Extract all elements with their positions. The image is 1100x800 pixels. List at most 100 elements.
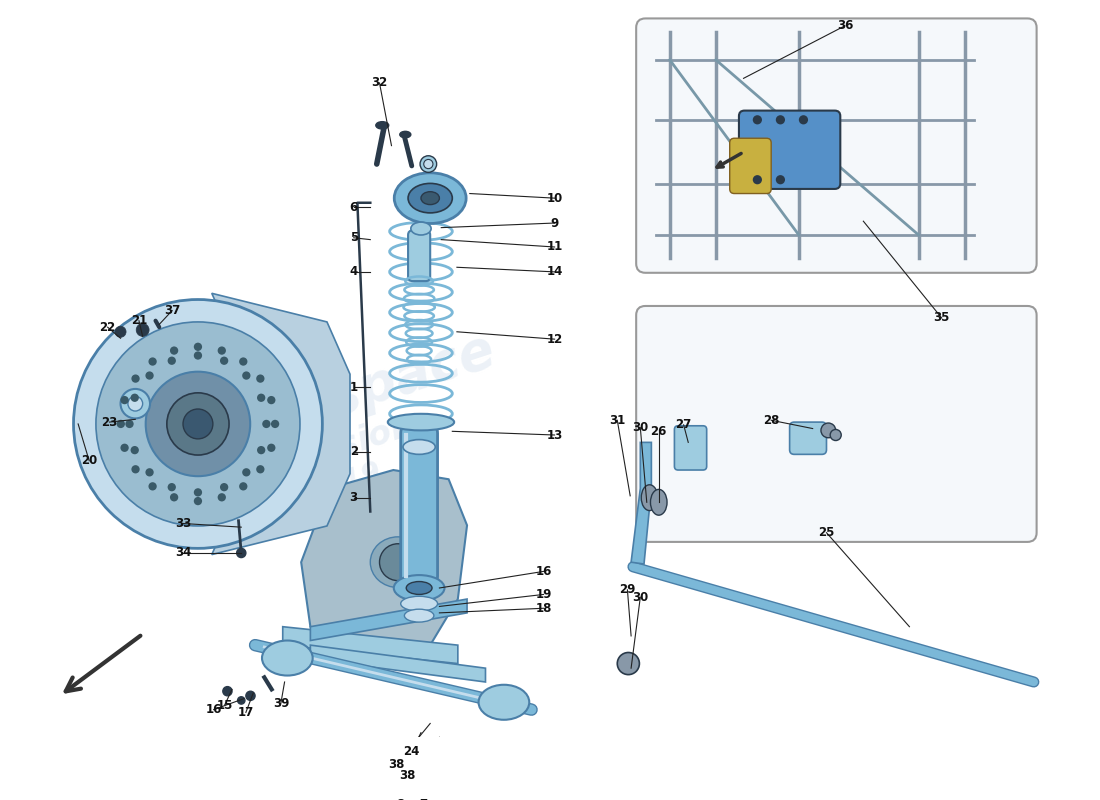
Text: 34: 34 bbox=[175, 546, 191, 559]
Circle shape bbox=[752, 115, 762, 125]
Text: 7: 7 bbox=[419, 798, 427, 800]
Circle shape bbox=[776, 175, 785, 184]
Text: 3: 3 bbox=[350, 491, 358, 504]
Circle shape bbox=[117, 420, 125, 428]
Text: 26: 26 bbox=[650, 425, 667, 438]
Text: 21: 21 bbox=[131, 314, 147, 327]
Circle shape bbox=[167, 357, 176, 365]
Text: 35: 35 bbox=[934, 311, 950, 325]
Text: 32: 32 bbox=[372, 77, 387, 90]
Circle shape bbox=[271, 420, 279, 428]
Text: a passion: a passion bbox=[239, 408, 419, 495]
Circle shape bbox=[218, 346, 226, 354]
Text: 2: 2 bbox=[350, 445, 358, 458]
Text: 16: 16 bbox=[536, 565, 552, 578]
FancyBboxPatch shape bbox=[739, 110, 840, 189]
FancyBboxPatch shape bbox=[729, 138, 771, 194]
Text: 15: 15 bbox=[217, 698, 233, 711]
Circle shape bbox=[239, 482, 248, 490]
Polygon shape bbox=[310, 645, 485, 682]
Circle shape bbox=[262, 420, 271, 428]
Ellipse shape bbox=[262, 641, 312, 675]
Ellipse shape bbox=[376, 122, 388, 129]
Text: 24: 24 bbox=[404, 745, 420, 758]
Circle shape bbox=[194, 351, 202, 360]
Text: 1: 1 bbox=[350, 381, 358, 394]
Ellipse shape bbox=[371, 537, 426, 587]
FancyBboxPatch shape bbox=[400, 424, 438, 586]
Text: 38: 38 bbox=[399, 770, 416, 782]
Circle shape bbox=[170, 346, 178, 354]
Text: 5: 5 bbox=[350, 231, 358, 244]
Circle shape bbox=[242, 468, 251, 477]
Circle shape bbox=[148, 358, 157, 366]
Ellipse shape bbox=[400, 596, 438, 611]
Text: 11: 11 bbox=[547, 241, 563, 254]
Text: 16: 16 bbox=[206, 703, 222, 716]
Text: 22: 22 bbox=[99, 321, 116, 334]
FancyBboxPatch shape bbox=[790, 422, 826, 454]
Circle shape bbox=[220, 357, 229, 365]
Circle shape bbox=[617, 653, 639, 674]
Circle shape bbox=[267, 396, 275, 404]
Circle shape bbox=[220, 483, 229, 491]
Circle shape bbox=[145, 371, 154, 380]
Ellipse shape bbox=[394, 173, 466, 223]
Ellipse shape bbox=[650, 490, 667, 515]
Polygon shape bbox=[212, 294, 350, 554]
Text: 27: 27 bbox=[675, 418, 692, 431]
Polygon shape bbox=[283, 626, 458, 663]
Circle shape bbox=[170, 493, 178, 502]
Circle shape bbox=[799, 115, 808, 125]
Circle shape bbox=[121, 389, 150, 418]
Text: 28: 28 bbox=[763, 414, 780, 426]
Circle shape bbox=[238, 697, 245, 704]
Text: 10: 10 bbox=[547, 192, 563, 205]
Circle shape bbox=[131, 374, 140, 382]
Circle shape bbox=[424, 159, 433, 169]
Circle shape bbox=[236, 548, 246, 558]
Circle shape bbox=[120, 444, 129, 452]
Text: 37: 37 bbox=[164, 304, 180, 317]
Polygon shape bbox=[301, 470, 468, 654]
Text: 23: 23 bbox=[101, 415, 118, 429]
Text: 33: 33 bbox=[175, 517, 191, 530]
Text: 36: 36 bbox=[837, 19, 854, 32]
Text: 18: 18 bbox=[536, 602, 552, 614]
Ellipse shape bbox=[403, 440, 436, 454]
Ellipse shape bbox=[421, 192, 439, 205]
Circle shape bbox=[194, 497, 202, 506]
Circle shape bbox=[242, 371, 251, 380]
Ellipse shape bbox=[478, 685, 529, 720]
Circle shape bbox=[131, 446, 139, 454]
Circle shape bbox=[223, 686, 232, 696]
Circle shape bbox=[830, 430, 842, 441]
Circle shape bbox=[194, 488, 202, 497]
Text: 30: 30 bbox=[632, 590, 648, 604]
Text: eurospace: eurospace bbox=[194, 324, 502, 469]
Text: 13: 13 bbox=[547, 429, 563, 442]
Text: 25: 25 bbox=[818, 526, 835, 539]
Polygon shape bbox=[310, 599, 468, 641]
Circle shape bbox=[239, 358, 248, 366]
Text: 31: 31 bbox=[609, 414, 626, 426]
Text: 29: 29 bbox=[619, 583, 636, 596]
Circle shape bbox=[821, 423, 836, 438]
Circle shape bbox=[96, 322, 300, 526]
Circle shape bbox=[128, 396, 143, 411]
Circle shape bbox=[167, 483, 176, 491]
Text: 30: 30 bbox=[632, 421, 648, 434]
Circle shape bbox=[256, 465, 264, 474]
Circle shape bbox=[131, 465, 140, 474]
Text: 12: 12 bbox=[547, 333, 563, 346]
Ellipse shape bbox=[388, 414, 454, 430]
Circle shape bbox=[145, 468, 154, 477]
Circle shape bbox=[145, 372, 250, 476]
Text: 9: 9 bbox=[550, 217, 559, 230]
Circle shape bbox=[194, 342, 202, 351]
Circle shape bbox=[257, 446, 265, 454]
Circle shape bbox=[420, 156, 437, 172]
FancyBboxPatch shape bbox=[636, 18, 1036, 273]
Text: 6: 6 bbox=[350, 201, 358, 214]
Circle shape bbox=[256, 374, 264, 382]
